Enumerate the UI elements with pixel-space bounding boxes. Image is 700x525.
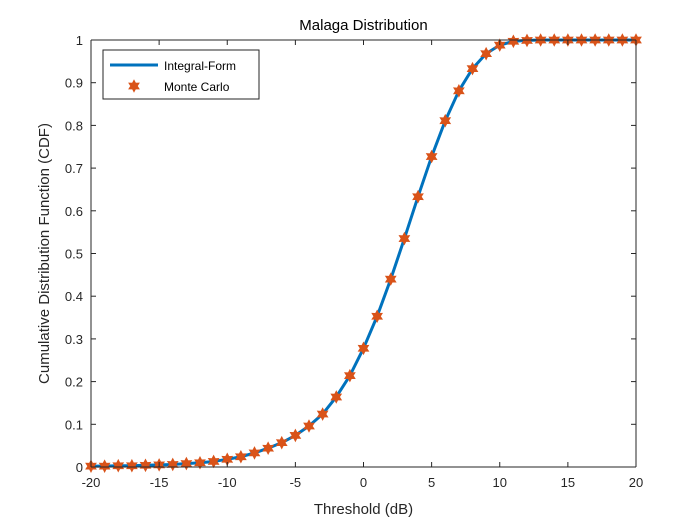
data-point-monte-carlo xyxy=(507,34,520,49)
data-point-monte-carlo xyxy=(343,368,356,383)
data-point-monte-carlo-shape xyxy=(194,455,206,470)
data-point-monte-carlo-shape xyxy=(316,407,329,421)
ticks-layer: -20 -15 -10 -5 0 5 10 15 20 0 0.1 0.2 0.3 0.4 0.5 0.6 0.… xyxy=(65,33,643,490)
x-tick-label: 20 xyxy=(629,475,643,490)
data-point-monte-carlo xyxy=(98,459,111,473)
data-point-monte-carlo-shape xyxy=(412,189,424,204)
data-point-monte-carlo xyxy=(493,38,506,52)
data-point-monte-carlo-shape xyxy=(507,34,520,49)
data-point-monte-carlo xyxy=(357,341,370,356)
legend-box xyxy=(102,49,260,100)
x-tick-label: -10 xyxy=(218,475,237,490)
data-point-monte-carlo-shape xyxy=(303,419,315,433)
data-point-monte-carlo xyxy=(248,446,261,460)
legend-label-integral-form: Integral-Form xyxy=(164,59,236,73)
x-axis-title: Threshold (dB) xyxy=(314,501,413,518)
y-tick-label: 0.2 xyxy=(65,375,83,390)
data-point-monte-carlo xyxy=(316,407,329,421)
data-point-monte-carlo xyxy=(330,390,343,404)
data-point-monte-carlo xyxy=(234,449,247,464)
data-point-monte-carlo-shape xyxy=(425,149,438,164)
x-tick-label: -20 xyxy=(82,475,101,490)
legend-marker-star-shape xyxy=(128,79,140,93)
y-tick-label: 1 xyxy=(76,33,83,48)
data-point-monte-carlo xyxy=(412,189,424,204)
data-point-monte-carlo-shape xyxy=(343,368,356,383)
x-tick-label: 15 xyxy=(561,475,575,490)
y-tick-label: 0.8 xyxy=(65,118,83,133)
data-point-monte-carlo xyxy=(112,458,125,473)
data-point-monte-carlo xyxy=(425,149,438,164)
data-point-monte-carlo xyxy=(139,458,152,473)
x-tick-label: -15 xyxy=(150,475,169,490)
data-point-monte-carlo-shape xyxy=(480,46,493,61)
data-point-monte-carlo-shape xyxy=(371,309,384,324)
data-point-monte-carlo xyxy=(180,456,193,471)
data-point-monte-carlo-shape xyxy=(166,457,179,472)
x-tick-label: 0 xyxy=(360,475,367,490)
data-point-monte-carlo xyxy=(398,231,411,246)
data-point-monte-carlo-shape xyxy=(384,272,397,286)
x-tick-label: 10 xyxy=(493,475,507,490)
y-tick-label: 0.6 xyxy=(65,204,83,219)
data-point-monte-carlo-shape xyxy=(262,441,275,455)
data-point-monte-carlo-shape xyxy=(139,458,152,473)
data-point-monte-carlo-shape xyxy=(234,449,247,464)
data-point-monte-carlo-shape xyxy=(398,231,411,246)
data-point-monte-carlo xyxy=(166,457,179,472)
data-point-monte-carlo-shape xyxy=(112,458,125,473)
data-point-monte-carlo-shape xyxy=(466,61,479,76)
y-tick-label: 0.3 xyxy=(65,332,83,347)
legend: Integral-Form Monte Carlo xyxy=(102,49,260,100)
data-point-monte-carlo-shape xyxy=(275,435,288,450)
data-point-monte-carlo xyxy=(125,458,138,473)
data-point-monte-carlo xyxy=(480,46,493,61)
y-tick-label: 0.7 xyxy=(65,161,83,176)
data-point-monte-carlo xyxy=(371,309,384,324)
data-point-monte-carlo xyxy=(303,419,315,433)
x-tick-label: -5 xyxy=(290,475,302,490)
data-point-monte-carlo-shape xyxy=(125,458,138,473)
y-tick-label: 0 xyxy=(76,460,83,475)
legend-label-monte-carlo: Monte Carlo xyxy=(164,80,230,94)
data-point-monte-carlo xyxy=(262,441,275,455)
y-tick-label: 0.1 xyxy=(65,417,83,432)
data-point-monte-carlo xyxy=(289,428,302,443)
data-point-monte-carlo-shape xyxy=(439,113,452,128)
y-axis-title: Cumulative Distribution Function (CDF) xyxy=(36,123,53,384)
legend-marker-star xyxy=(128,79,140,93)
data-point-monte-carlo xyxy=(275,435,288,450)
y-tick-label: 0.4 xyxy=(65,289,83,304)
data-point-monte-carlo xyxy=(194,455,206,470)
data-point-monte-carlo xyxy=(452,84,465,98)
data-point-monte-carlo-shape xyxy=(180,456,193,471)
data-point-monte-carlo-shape xyxy=(289,428,302,443)
data-point-monte-carlo-shape xyxy=(330,390,343,404)
y-tick-label: 0.9 xyxy=(65,76,83,91)
data-point-monte-carlo-shape xyxy=(98,459,111,473)
data-point-monte-carlo xyxy=(439,113,452,128)
x-tick-label: 5 xyxy=(428,475,435,490)
legend-marker-sample xyxy=(128,79,140,93)
data-point-monte-carlo-shape xyxy=(248,446,261,460)
data-point-monte-carlo-shape xyxy=(493,38,506,52)
data-point-monte-carlo-shape xyxy=(357,341,370,356)
data-point-monte-carlo xyxy=(384,272,397,286)
data-point-monte-carlo-shape xyxy=(452,84,465,98)
y-tick-label: 0.5 xyxy=(65,247,83,262)
data-point-monte-carlo xyxy=(466,61,479,76)
plot-area xyxy=(91,40,636,467)
chart-title: Malaga Distribution xyxy=(299,17,427,34)
